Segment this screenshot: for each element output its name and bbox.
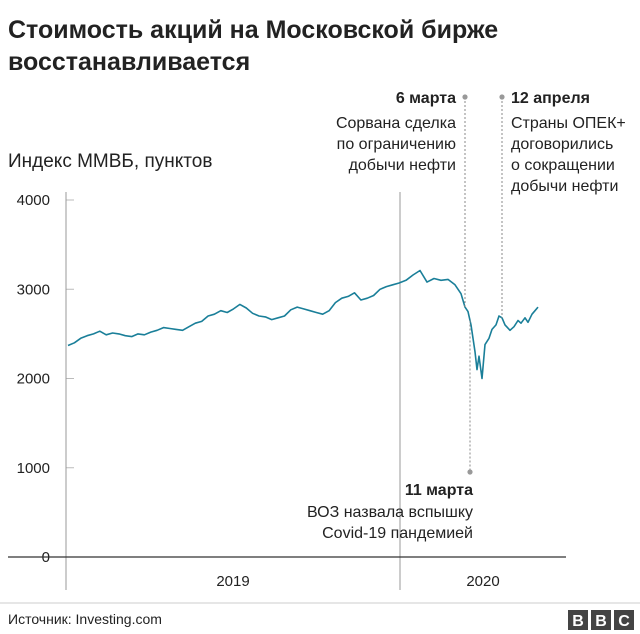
annotation-text: договорились [511,136,613,153]
bbc-logo-letter: B [572,613,584,630]
annotation-dot [467,469,473,475]
annotation-title: 6 марта [396,90,456,107]
series-layer [67,269,539,380]
axes: 0100020003000400020192020 [8,192,566,590]
bbc-logo-letter: C [618,613,630,630]
annotation-text: добычи нефти [511,178,618,195]
annotation-dot [499,94,505,100]
annotation-title: 11 марта [405,482,473,499]
annotation-dot [462,94,468,100]
bbc-logo-block [568,610,588,630]
annotation-text: о сокращении [511,157,615,174]
annotation-text: Страны ОПЕК+ [511,115,626,132]
bbc-logo-letter: B [595,613,607,630]
annotation-text: добычи нефти [349,157,456,174]
annotation-text: по ограничению [337,136,456,153]
annotation-text: Covid-19 пандемией [322,525,473,542]
source-text: Источник: Investing.com [8,611,162,627]
x-tick-label: 2019 [216,573,249,590]
y-tick-label: 2000 [17,371,50,388]
annotations: 6 марта Сорвана сделка по ограничению добыч… [307,90,626,542]
annotation-text: ВОЗ назвала вспышку [307,504,473,521]
chart-title-line-2: восстанавливается [8,48,250,76]
annotation-title: 12 апреля [511,90,590,107]
bbc-logo-block [614,610,634,630]
annotation-text: Сорвана сделка [336,115,456,132]
y-tick-label: 4000 [17,192,50,209]
series-line [67,269,539,380]
y-tick-label: 3000 [17,281,50,298]
chart-subtitle: Индекс ММВБ, пунктов [8,151,212,172]
chart-title-line-1: Стоимость акций на Московской бирже [8,16,498,44]
y-tick-label: 1000 [17,460,50,477]
x-tick-label: 2020 [466,573,499,590]
bbc-logo-block [591,610,611,630]
